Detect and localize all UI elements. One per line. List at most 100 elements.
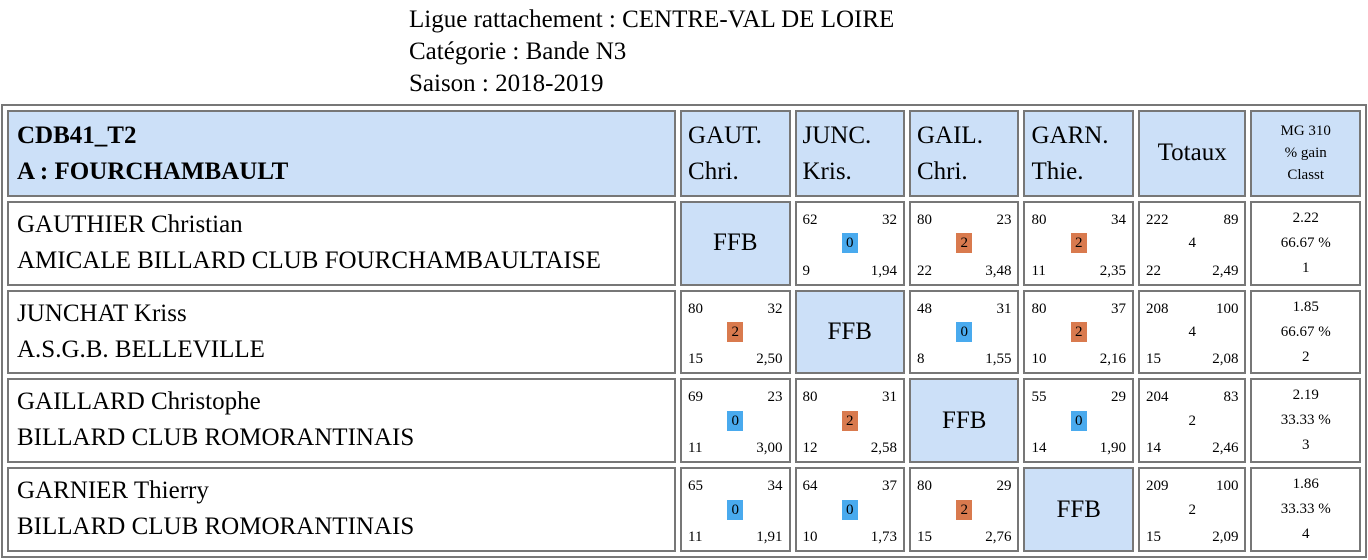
match-cell: 80 37 2 10 2,16 [1023, 289, 1134, 375]
totals-cell: 208 100 4 15 2,08 [1137, 289, 1247, 375]
match-result-badge: 2 [956, 233, 973, 254]
player-cell: GAUTHIER Christian AMICALE BILLARD CLUB F… [7, 200, 677, 286]
total-match-points: 2 [1188, 412, 1196, 429]
ffb-cell: FFB [680, 200, 791, 286]
total-match-points: 4 [1188, 324, 1196, 341]
group-code: CDB41_T2 [17, 122, 137, 149]
total-high-run: 15 [1145, 351, 1161, 368]
gain-value: 66.67 % [1280, 323, 1331, 340]
player-name: JUNCHAT Kriss [17, 299, 187, 327]
match-high-run: 10 [1031, 351, 1047, 368]
total-high-run: 22 [1145, 262, 1161, 279]
match-result-badge: 2 [727, 322, 744, 343]
match-result-badge: 0 [841, 233, 858, 254]
match-cell: 55 29 0 14 1,90 [1023, 378, 1134, 464]
match-points: 80 [1031, 211, 1047, 228]
match-cell: 80 31 2 12 2,58 [794, 378, 905, 464]
column-header-line1: GARN. [1031, 122, 1109, 149]
total-series: 100 [1215, 300, 1239, 317]
match-average: 1,90 [1099, 440, 1126, 457]
match-average: 3,48 [985, 262, 1012, 279]
column-header-line1: JUNC. [802, 122, 872, 149]
match-series: 32 [767, 300, 783, 317]
gain-value: 33.33 % [1280, 412, 1331, 429]
match-points: 65 [688, 478, 704, 495]
match-cell: 64 37 0 10 1,73 [794, 467, 905, 552]
rank-value: 1 [1301, 259, 1310, 276]
match-points: 69 [688, 389, 704, 406]
column-header-line2: Chri. [688, 158, 739, 185]
stats-cell: 2.19 33.33 % 3 [1250, 378, 1361, 464]
player-club: A.S.G.B. BELLEVILLE [17, 335, 265, 363]
header-block: Ligue rattachement : CENTRE-VAL DE LOIRE… [409, 4, 894, 100]
match-series: 31 [996, 300, 1012, 317]
match-average: 1,94 [870, 262, 897, 279]
player-club: BILLARD CLUB ROMORANTINAIS [17, 424, 415, 452]
total-points: 222 [1145, 211, 1169, 228]
match-high-run: 11 [688, 440, 703, 457]
match-high-run: 14 [1031, 440, 1047, 457]
column-header-1: JUNC. Kris. [794, 110, 905, 197]
table-row: GARNIER Thierry BILLARD CLUB ROMORANTINAI… [7, 467, 1361, 552]
match-high-run: 15 [916, 529, 932, 545]
match-high-run: 11 [1031, 262, 1046, 279]
mg-value: 1.86 [1292, 476, 1319, 493]
match-series: 23 [996, 211, 1012, 228]
player-club: AMICALE BILLARD CLUB FOURCHAMBAULTAISE [17, 246, 601, 274]
team-name: A : FOURCHAMBAULT [17, 158, 289, 185]
column-header-2: GAIL. Chri. [908, 110, 1020, 197]
rank-value: 2 [1301, 348, 1310, 365]
match-high-run: 12 [802, 440, 818, 457]
match-result-badge: 2 [1070, 322, 1087, 343]
match-average: 2,50 [756, 351, 783, 368]
match-series: 31 [881, 389, 897, 406]
totals-cell: 222 89 4 22 2,49 [1137, 200, 1247, 286]
match-high-run: 9 [802, 262, 811, 279]
match-result-badge: 0 [727, 499, 744, 520]
match-series: 34 [1110, 211, 1126, 228]
match-points: 62 [802, 211, 818, 228]
categorie-line: Catégorie : Bande N3 [409, 38, 627, 65]
match-points: 64 [802, 478, 818, 495]
mg-header: MG 310 % gain Classt [1250, 110, 1361, 197]
player-cell: GAILLARD Christophe BILLARD CLUB ROMORANT… [7, 378, 677, 464]
match-high-run: 22 [916, 262, 932, 279]
total-average: 2,46 [1212, 440, 1239, 457]
match-series: 32 [881, 211, 897, 228]
stats-cell: 1.85 66.67 % 2 [1250, 289, 1361, 375]
match-average: 2,58 [870, 440, 897, 457]
total-series: 83 [1223, 389, 1239, 406]
table-header-row: CDB41_T2 A : FOURCHAMBAULT GAUT. Chri. JU… [7, 110, 1361, 197]
stats-cell: 1.86 33.33 % 4 [1250, 467, 1361, 552]
table-row: GAILLARD Christophe BILLARD CLUB ROMORANT… [7, 378, 1361, 464]
totals-cell: 204 83 2 14 2,46 [1137, 378, 1247, 464]
player-cell: JUNCHAT Kriss A.S.G.B. BELLEVILLE [7, 289, 677, 375]
match-average: 1,91 [756, 529, 783, 545]
match-points: 80 [916, 478, 932, 495]
match-series: 29 [1110, 389, 1126, 406]
match-result-badge: 0 [727, 410, 744, 431]
match-cell: 65 34 0 11 1,91 [680, 467, 791, 552]
total-series: 100 [1215, 478, 1239, 495]
match-series: 23 [767, 389, 783, 406]
ffb-cell: FFB [794, 289, 905, 375]
player-club: BILLARD CLUB ROMORANTINAIS [17, 513, 415, 541]
column-header-line2: Kris. [802, 158, 852, 185]
match-series: 37 [881, 478, 897, 495]
column-header-3: GARN. Thie. [1023, 110, 1134, 197]
total-series: 89 [1223, 211, 1239, 228]
totals-cell: 209 100 2 15 2,09 [1137, 467, 1247, 552]
total-points: 209 [1145, 478, 1169, 495]
stats-cell: 2.22 66.67 % 1 [1250, 200, 1361, 286]
total-high-run: 14 [1145, 440, 1161, 457]
total-match-points: 4 [1188, 235, 1196, 252]
total-average: 2,08 [1212, 351, 1239, 368]
classt-label: Classt [1287, 167, 1325, 184]
column-header-line1: GAUT. [688, 122, 762, 149]
table-row: JUNCHAT Kriss A.S.G.B. BELLEVILLE 80 32 2… [7, 289, 1361, 375]
match-result-badge: 2 [1070, 233, 1087, 254]
match-cell: 48 31 0 8 1,55 [908, 289, 1020, 375]
match-points: 80 [1031, 300, 1047, 317]
match-result-badge: 0 [1070, 410, 1087, 431]
total-points: 204 [1145, 389, 1169, 406]
